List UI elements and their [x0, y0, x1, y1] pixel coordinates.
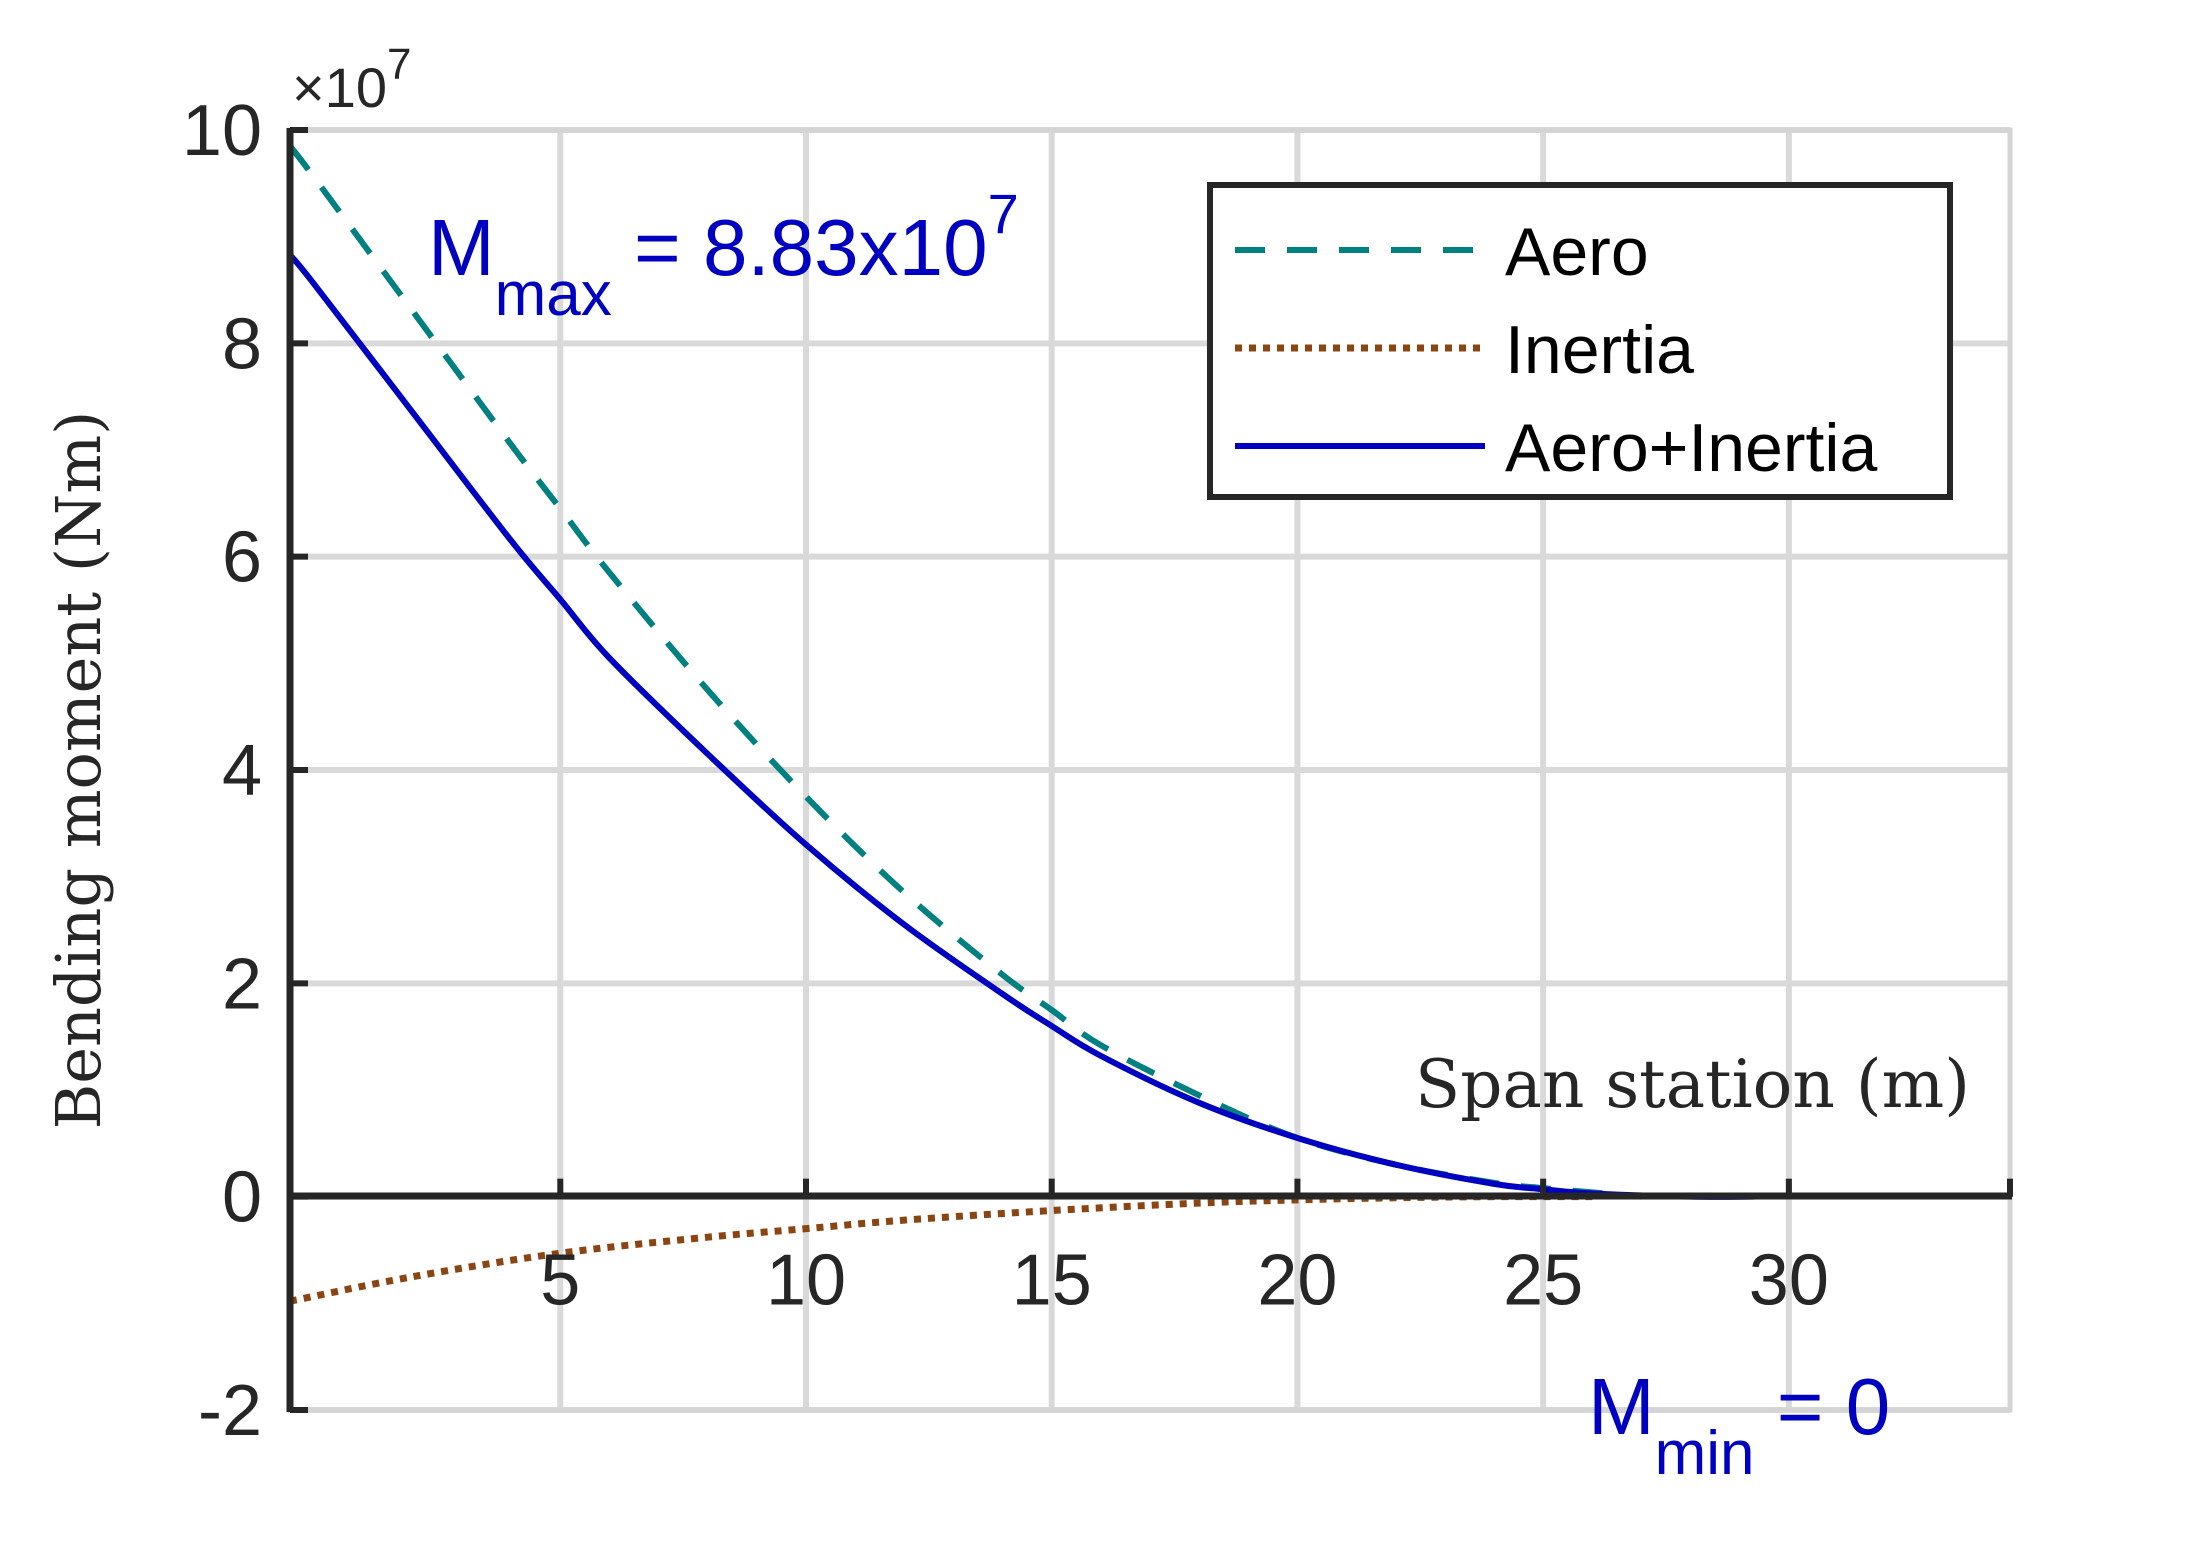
x-tick-label: 10: [766, 1241, 846, 1321]
tick-labels: 5 10 15 20 25 30 -2 0 2 4 6 8 10: [182, 91, 1829, 1451]
x-tick-label: 25: [1503, 1241, 1583, 1321]
tick-marks: [290, 127, 2013, 1413]
x-tick-label: 30: [1749, 1241, 1829, 1321]
y-tick-label: 2: [222, 944, 262, 1024]
x-axis-label: Span station (m): [1415, 1046, 1970, 1123]
legend-label: Aero: [1505, 214, 1649, 290]
x-tick-label: 20: [1257, 1241, 1337, 1321]
max-moment-annotation: Mmax = 8.83x107: [428, 182, 1019, 329]
y-tick-label: -2: [198, 1371, 262, 1451]
legend: Aero Inertia Aero+Inertia: [1207, 182, 1953, 500]
x-tick-label: 15: [1012, 1241, 1092, 1321]
y-tick-label: 8: [222, 304, 262, 384]
y-axis-label: Bending moment (Nm): [42, 411, 115, 1130]
y-tick-label: 10: [182, 91, 262, 171]
series-line-inertia: [289, 1193, 1593, 1305]
series-line-aero-inertia: [287, 252, 1755, 1200]
x-tick-label: 5: [540, 1241, 580, 1321]
y-exponent: ×107: [292, 40, 411, 119]
y-tick-label: 0: [222, 1158, 262, 1238]
legend-label: Inertia: [1505, 312, 1694, 388]
legend-label: Aero+Inertia: [1505, 410, 1878, 486]
y-tick-label: 6: [222, 518, 262, 598]
y-tick-label: 4: [222, 731, 262, 811]
min-moment-annotation: Mmin = 0: [1588, 1362, 1890, 1488]
